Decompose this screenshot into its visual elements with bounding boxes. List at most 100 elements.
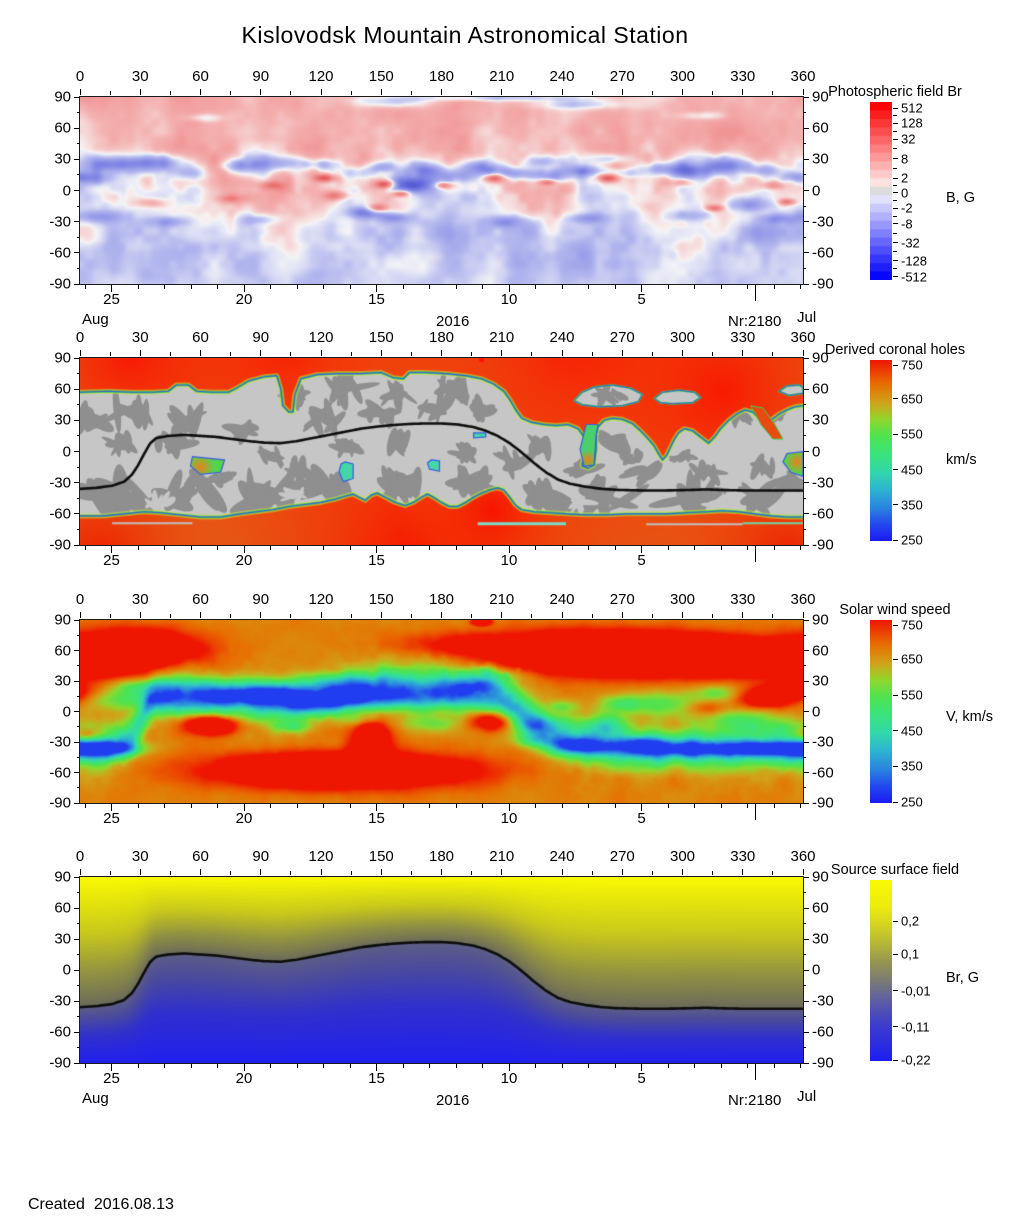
- lon-minor-tick: [712, 91, 714, 95]
- lat-minor-tick: [803, 112, 806, 114]
- lon-major-tick: [501, 869, 503, 875]
- lat-tick-label-left: 30: [54, 150, 71, 168]
- lat-tick-label-right: -60: [812, 1023, 834, 1041]
- lat-tick-label-right: 90: [812, 868, 829, 886]
- colorbar-tick: [893, 433, 898, 435]
- colorbar-tick-label: 350: [901, 497, 923, 513]
- lon-minor-tick: [109, 871, 111, 875]
- day-major-tick: [243, 284, 245, 292]
- lon-tick-label: 210: [489, 848, 515, 865]
- day-minor-tick: [455, 803, 457, 808]
- lat-major-tick: [803, 451, 809, 452]
- lat-major-tick: [803, 419, 809, 421]
- lon-tick-label: 0: [75, 329, 85, 346]
- colorbar-minor-tick: [893, 232, 897, 234]
- lat-minor-tick: [77, 236, 80, 238]
- day-minor-tick: [455, 545, 457, 550]
- lat-tick-label-left: 0: [62, 443, 71, 460]
- lon-minor-tick: [410, 352, 412, 356]
- lon-minor-tick: [591, 91, 593, 95]
- lon-tick-label: 150: [368, 68, 394, 85]
- day-tick-label: 20: [235, 552, 253, 569]
- day-tick-label: 10: [500, 1070, 518, 1087]
- day-minor-tick: [323, 803, 324, 808]
- lat-tick-label-left: 60: [54, 119, 71, 137]
- day-minor-tick: [800, 545, 801, 550]
- colorbar-tick-label: 450: [901, 723, 923, 739]
- lat-minor-tick: [803, 756, 806, 758]
- colorbar-tick-label: 2: [901, 170, 909, 186]
- lat-tick-label-right: 0: [812, 961, 821, 979]
- lat-tick-label-left: 0: [62, 961, 71, 979]
- colorbar-tick: [893, 107, 898, 109]
- colorbar-tick-label: -128: [901, 253, 928, 269]
- colorbar-tick-label: -2: [901, 200, 913, 216]
- month-boundary-tick: [754, 803, 756, 820]
- lon-major-tick: [380, 612, 382, 618]
- lon-major-tick: [200, 350, 201, 356]
- colorbar-title: Solar wind speed: [839, 602, 951, 618]
- colorbar-tick-label: 750: [901, 617, 923, 633]
- day-tick-label: 25: [103, 291, 120, 308]
- lon-minor-tick: [109, 91, 111, 95]
- lon-major-tick: [139, 869, 141, 875]
- lat-tick-label-right: 90: [812, 349, 829, 367]
- day-minor-tick: [747, 803, 748, 808]
- lat-tick-label-left: -90: [49, 275, 71, 293]
- day-major-tick: [508, 545, 510, 553]
- lat-major-tick: [74, 907, 80, 909]
- lon-tick-label: 90: [252, 329, 270, 346]
- lon-minor-tick: [350, 352, 352, 356]
- day-minor-tick: [482, 803, 483, 808]
- lat-major-tick: [74, 1031, 80, 1033]
- lat-tick-label-left: -30: [49, 733, 71, 751]
- day-major-tick: [243, 545, 245, 553]
- lon-major-tick: [441, 89, 442, 95]
- lat-major-tick: [74, 938, 80, 940]
- lon-tick-label: 180: [428, 329, 455, 346]
- day-tick-label: 10: [500, 552, 518, 569]
- lon-major-tick: [682, 869, 683, 875]
- lon-tick-label: 210: [489, 68, 515, 85]
- lat-minor-tick: [77, 205, 80, 207]
- lon-minor-tick: [772, 352, 774, 356]
- lat-major-tick: [74, 711, 80, 712]
- lon-major-tick: [139, 350, 141, 356]
- colorbar-tick: [893, 765, 898, 767]
- day-tick-label: 10: [500, 291, 518, 308]
- lon-tick-label: 360: [790, 329, 816, 346]
- day-minor-tick: [84, 1063, 86, 1068]
- lat-major-tick: [74, 221, 80, 223]
- lon-tick-label: 330: [730, 591, 756, 608]
- rotation-number-label: Nr:2180: [728, 313, 782, 330]
- day-tick-label: 15: [368, 1070, 385, 1087]
- solar-wind-colorbar: [870, 620, 892, 803]
- lon-minor-tick: [591, 614, 593, 618]
- lon-major-tick: [79, 869, 81, 875]
- lon-tick-label: 360: [790, 848, 816, 865]
- lon-tick-label: 0: [75, 848, 85, 865]
- lon-tick-label: 120: [308, 329, 334, 346]
- lat-tick-label-right: -60: [812, 505, 834, 523]
- day-minor-tick: [535, 545, 536, 550]
- lat-tick-label-left: 90: [54, 611, 71, 629]
- lat-tick-label-right: -60: [812, 764, 834, 781]
- lat-major-tick: [803, 388, 809, 390]
- lon-minor-tick: [712, 871, 714, 875]
- lat-tick-label-right: 0: [812, 182, 821, 199]
- lat-major-tick: [803, 680, 809, 682]
- lat-tick-label-right: 60: [812, 642, 829, 659]
- lon-tick-label: 60: [192, 591, 209, 608]
- colorbar-tick-label: 650: [901, 651, 923, 667]
- day-minor-tick: [270, 284, 271, 289]
- lat-major-tick: [803, 772, 809, 773]
- lat-minor-tick: [803, 985, 806, 986]
- lon-major-tick: [260, 869, 262, 875]
- lon-minor-tick: [651, 91, 653, 95]
- year-label: 2016: [436, 313, 470, 330]
- lon-major-tick: [621, 612, 623, 618]
- colorbar-tick: [893, 398, 898, 400]
- colorbar-tick-label: 550: [901, 687, 923, 703]
- day-minor-tick: [561, 284, 563, 289]
- lon-minor-tick: [169, 614, 171, 618]
